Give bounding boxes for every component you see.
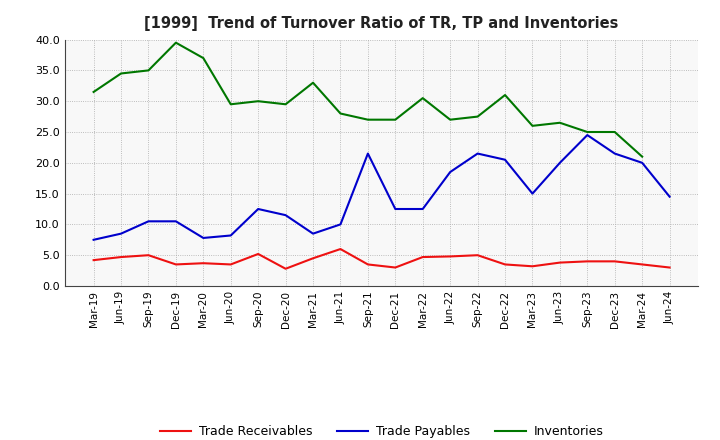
- Trade Receivables: [583, 259, 592, 264]
- Trade Payables: [556, 160, 564, 165]
- Inventories: [89, 89, 98, 95]
- Title: [1999]  Trend of Turnover Ratio of TR, TP and Inventories: [1999] Trend of Turnover Ratio of TR, TP…: [145, 16, 618, 32]
- Trade Payables: [199, 235, 207, 241]
- Inventories: [364, 117, 372, 122]
- Trade Payables: [638, 160, 647, 165]
- Trade Payables: [336, 222, 345, 227]
- Inventories: [473, 114, 482, 119]
- Line: Inventories: Inventories: [94, 43, 642, 157]
- Inventories: [556, 120, 564, 125]
- Trade Payables: [226, 233, 235, 238]
- Trade Payables: [583, 132, 592, 138]
- Trade Receivables: [391, 265, 400, 270]
- Trade Receivables: [446, 254, 454, 259]
- Trade Payables: [89, 237, 98, 242]
- Trade Payables: [391, 206, 400, 212]
- Trade Payables: [500, 157, 509, 162]
- Inventories: [171, 40, 180, 45]
- Trade Receivables: [611, 259, 619, 264]
- Inventories: [500, 92, 509, 98]
- Trade Receivables: [117, 254, 125, 260]
- Trade Receivables: [638, 262, 647, 267]
- Inventories: [144, 68, 153, 73]
- Inventories: [282, 102, 290, 107]
- Inventories: [528, 123, 537, 128]
- Inventories: [336, 111, 345, 116]
- Trade Payables: [528, 191, 537, 196]
- Trade Receivables: [89, 257, 98, 263]
- Trade Receivables: [665, 265, 674, 270]
- Trade Payables: [446, 169, 454, 175]
- Trade Receivables: [226, 262, 235, 267]
- Trade Receivables: [171, 262, 180, 267]
- Trade Receivables: [199, 260, 207, 266]
- Trade Receivables: [309, 256, 318, 261]
- Inventories: [117, 71, 125, 76]
- Trade Payables: [364, 151, 372, 156]
- Line: Trade Receivables: Trade Receivables: [94, 249, 670, 269]
- Trade Payables: [171, 219, 180, 224]
- Trade Receivables: [336, 246, 345, 252]
- Trade Payables: [473, 151, 482, 156]
- Trade Receivables: [528, 264, 537, 269]
- Trade Payables: [309, 231, 318, 236]
- Trade Payables: [117, 231, 125, 236]
- Inventories: [446, 117, 454, 122]
- Inventories: [583, 129, 592, 135]
- Line: Trade Payables: Trade Payables: [94, 135, 670, 240]
- Inventories: [199, 55, 207, 61]
- Trade Payables: [665, 194, 674, 199]
- Trade Receivables: [500, 262, 509, 267]
- Inventories: [418, 95, 427, 101]
- Trade Payables: [144, 219, 153, 224]
- Trade Payables: [282, 213, 290, 218]
- Inventories: [611, 129, 619, 135]
- Trade Receivables: [418, 254, 427, 260]
- Trade Receivables: [282, 266, 290, 271]
- Inventories: [254, 99, 263, 104]
- Inventories: [309, 80, 318, 85]
- Legend: Trade Receivables, Trade Payables, Inventories: Trade Receivables, Trade Payables, Inven…: [155, 420, 608, 440]
- Trade Receivables: [144, 253, 153, 258]
- Trade Payables: [611, 151, 619, 156]
- Trade Payables: [418, 206, 427, 212]
- Trade Payables: [254, 206, 263, 212]
- Inventories: [391, 117, 400, 122]
- Trade Receivables: [254, 251, 263, 257]
- Trade Receivables: [556, 260, 564, 265]
- Inventories: [638, 154, 647, 159]
- Trade Receivables: [364, 262, 372, 267]
- Trade Receivables: [473, 253, 482, 258]
- Inventories: [226, 102, 235, 107]
